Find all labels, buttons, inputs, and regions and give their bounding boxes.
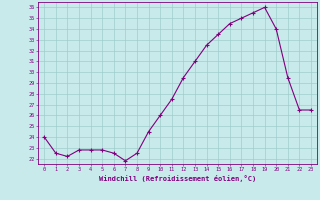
X-axis label: Windchill (Refroidissement éolien,°C): Windchill (Refroidissement éolien,°C) bbox=[99, 175, 256, 182]
